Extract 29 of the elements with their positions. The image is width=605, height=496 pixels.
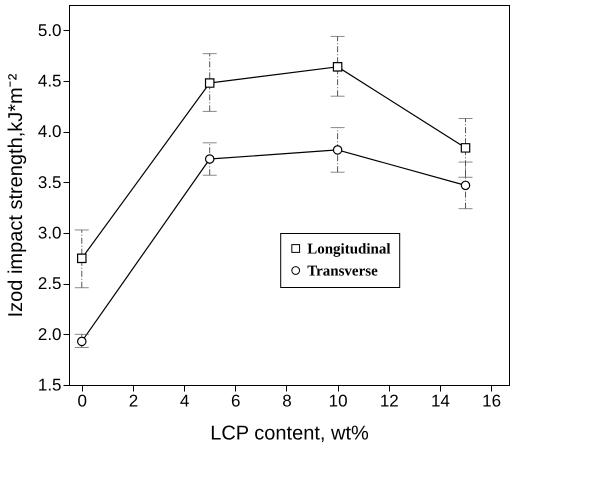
y-tick-label: 5.0 [38, 20, 62, 40]
x-tick-label: 6 [231, 392, 241, 410]
point [77, 254, 87, 264]
y-tick-label: 3.5 [38, 172, 62, 192]
point [332, 62, 342, 72]
y-tick-label: 4.5 [38, 72, 62, 90]
x-axis-title: LCP content, wt% [210, 422, 370, 444]
x-tick-label: 12 [380, 392, 399, 410]
y-axis-title: Izod impact strength,kJ*m⁻² [4, 73, 27, 318]
x-tick-label: 16 [482, 392, 502, 410]
point [332, 145, 342, 155]
y-tick-label: 2.0 [38, 324, 62, 344]
legend-label: Transverse [307, 264, 378, 280]
point [460, 143, 470, 153]
y-tick-label: 3.0 [38, 224, 62, 242]
point [204, 78, 214, 88]
x-tick-label: 14 [430, 392, 450, 410]
x-tick-label: 0 [78, 392, 88, 410]
x-tick-label: 4 [180, 392, 190, 410]
point [204, 154, 214, 164]
y-tick-label: 4.0 [38, 122, 62, 142]
x-tick-label: 2 [128, 392, 138, 410]
x-tick-label: 8 [282, 392, 292, 410]
y-tick-label: 2.5 [38, 274, 62, 294]
point [77, 336, 87, 346]
y-tick-label: 1.5 [38, 376, 62, 394]
legend-label: Longitudinal [307, 242, 391, 258]
point [460, 180, 470, 190]
x-tick-label: 10 [328, 392, 348, 410]
